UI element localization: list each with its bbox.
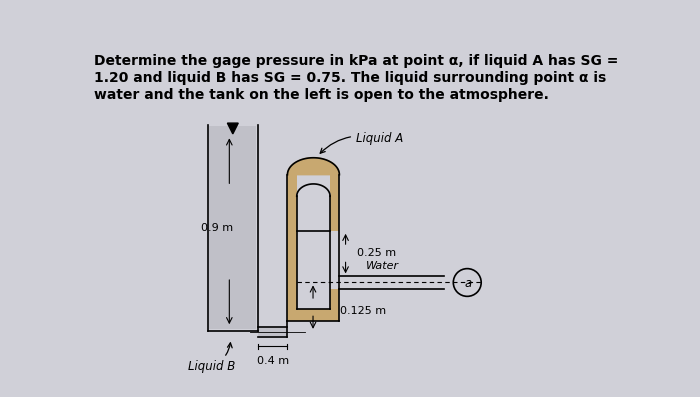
- Bar: [330, 175, 340, 321]
- Bar: [288, 309, 340, 321]
- Bar: [330, 231, 340, 289]
- Text: Water: Water: [365, 260, 398, 270]
- Text: 0.25 m: 0.25 m: [357, 248, 396, 258]
- Polygon shape: [288, 158, 340, 175]
- Circle shape: [454, 269, 481, 296]
- Polygon shape: [228, 123, 238, 134]
- Text: 0.4 m: 0.4 m: [257, 356, 289, 366]
- Bar: [297, 196, 330, 309]
- Polygon shape: [297, 184, 330, 196]
- Text: Liquid A: Liquid A: [320, 132, 403, 153]
- Bar: [209, 126, 256, 330]
- Text: Determine the gage pressure in kPa at point α, if liquid A has SG =: Determine the gage pressure in kPa at po…: [94, 54, 618, 68]
- Text: water and the tank on the left is open to the atmosphere.: water and the tank on the left is open t…: [94, 88, 549, 102]
- Bar: [288, 175, 297, 321]
- Text: 1.20 and liquid B has SG = 0.75. The liquid surrounding point α is: 1.20 and liquid B has SG = 0.75. The liq…: [94, 71, 606, 85]
- Text: Liquid B: Liquid B: [188, 343, 235, 373]
- Bar: [340, 277, 444, 289]
- Text: a: a: [464, 277, 472, 290]
- Text: 0.9 m: 0.9 m: [201, 223, 233, 233]
- Bar: [258, 328, 288, 336]
- Text: 0.125 m: 0.125 m: [340, 306, 386, 316]
